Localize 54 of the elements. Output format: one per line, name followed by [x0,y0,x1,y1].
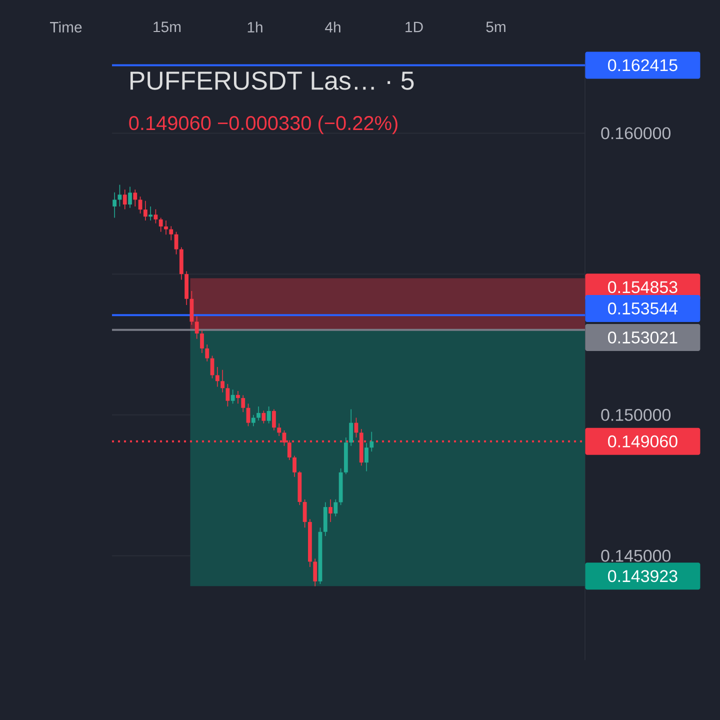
candlestick [349,408,354,446]
y-tick-label: 0.160000 [601,127,671,140]
candlestick [143,200,148,221]
y-tick-label: 0.145000 [601,550,671,562]
ref-line-label: 0.162415 [608,59,678,72]
candlestick [215,366,220,388]
candlestick [241,394,246,413]
candlestick [328,499,332,522]
candlestick [251,414,256,427]
band-label: 0.154853 [608,281,678,294]
candlestick [292,455,296,478]
text: 0.149060 −0.000330 (−0.22%) [129,116,398,134]
candlestick [256,406,260,421]
text: 15m [154,22,181,32]
ref-line-label: 0.149060 [608,435,678,448]
candlestick [302,499,307,528]
ref-line-label: 0.153544 [608,302,678,314]
candlestick [154,208,158,224]
candlestick [133,189,138,207]
candlestick [313,558,318,587]
candlestick [128,186,132,208]
chart-title: PUFFERUSDT Las… · 5 [130,71,414,90]
text: 5m [486,22,506,32]
candlestick [112,192,117,218]
candlestick [205,344,210,362]
y-tick-label: 0.150000 [601,408,671,421]
candlestick [138,196,142,214]
candlestick [266,406,271,424]
candlestick [236,390,240,404]
text: 4h [325,22,340,32]
candlestick [200,330,204,354]
candlestick [194,316,199,340]
candlestick [334,499,338,517]
candlestick [262,410,266,424]
band-label: 0.143923 [608,570,678,582]
candlestick [226,384,230,407]
candlestick [122,189,127,210]
candlestick [364,442,368,472]
ref-line-label: 0.153021 [608,331,678,344]
candlestick [164,220,168,236]
text: Time [50,22,82,32]
candlestick [246,403,250,427]
text: 1h [248,22,262,32]
candlestick [190,290,194,326]
candlestick [277,422,282,436]
text: 1D [406,22,423,32]
candlestick [169,226,174,241]
candlestick [220,369,224,393]
candlestick [148,206,153,221]
candlestick [158,217,163,232]
candlestick [230,389,235,404]
candlestick [272,408,276,431]
candlestick [174,231,178,255]
candlestick [370,431,374,452]
